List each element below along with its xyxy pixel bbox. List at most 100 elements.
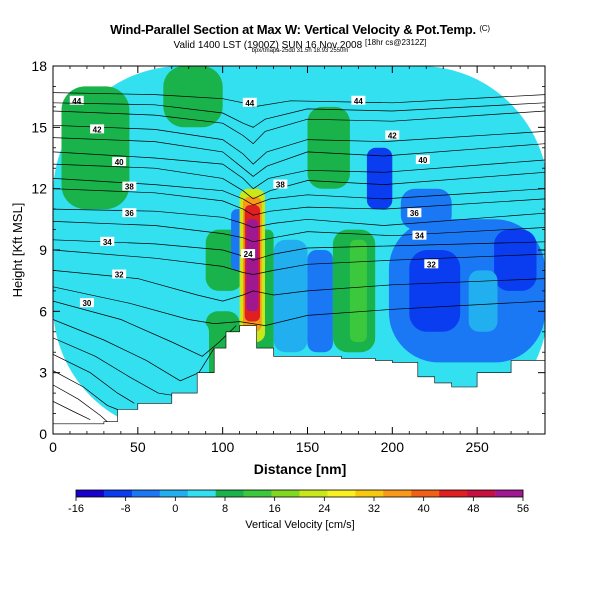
colorbar-tick-label: -16 xyxy=(68,503,84,515)
contour-label-bg xyxy=(351,95,366,105)
colorbar-swatch xyxy=(495,490,524,497)
velocity-cell xyxy=(400,188,452,230)
contour-label-bg xyxy=(122,208,137,218)
contour-label: 44 xyxy=(245,99,254,108)
velocity-cell xyxy=(307,106,350,189)
velocity-cell xyxy=(375,229,389,353)
colorbar-frame xyxy=(75,489,524,498)
contour-label-bg xyxy=(415,155,430,165)
theta-contour xyxy=(53,300,237,357)
contour-label: 40 xyxy=(115,158,124,167)
theta-contour xyxy=(53,124,545,165)
contour-label-bg xyxy=(112,269,127,279)
contour-label: 44 xyxy=(354,97,363,106)
velocity-cell xyxy=(137,362,181,404)
theta-contour xyxy=(53,337,172,396)
colorbar-swatch xyxy=(383,490,412,497)
y-tick-label: 9 xyxy=(39,242,47,258)
contour-label-bg xyxy=(412,230,427,240)
velocity-cell xyxy=(409,250,461,332)
colorbar-tick-label: 16 xyxy=(269,503,281,515)
colorbar-tick-label: 48 xyxy=(467,503,479,515)
valid-time: Valid 1400 LST (1900Z) SUN 16 Nov 2008 xyxy=(173,40,363,51)
contour-label: 42 xyxy=(93,125,102,134)
velocity-cell xyxy=(61,86,130,210)
x-tick-label: 150 xyxy=(296,439,320,455)
colorbar: -16 -8 0 8 16 24 32 40 48 56 xyxy=(68,489,529,515)
contour-label: 40 xyxy=(418,156,427,165)
velocity-cell xyxy=(468,270,498,332)
colorbar-swatch xyxy=(355,490,384,497)
theta-contour xyxy=(53,400,91,421)
contour-label-bg xyxy=(112,157,127,167)
x-tick-label: 250 xyxy=(465,439,489,455)
colorbar-tick-label: 40 xyxy=(418,503,430,515)
theta-contour xyxy=(53,188,545,216)
theta-contour xyxy=(53,286,545,326)
colorbar-swatch xyxy=(103,490,133,497)
chart-title-text: Wind-Parallel Section at Max W: Vertical… xyxy=(110,22,476,37)
y-tick-label: 18 xyxy=(31,58,47,74)
contour-label-bg xyxy=(407,208,422,218)
colorbar-tick-label: 24 xyxy=(318,503,330,515)
colorbar-swatch xyxy=(215,490,244,497)
contour-label: 32 xyxy=(115,271,124,280)
colorbar-swatch xyxy=(299,490,328,497)
theta-contour xyxy=(53,270,545,302)
colorbar-swatch xyxy=(271,490,300,497)
x-tick-label: 0 xyxy=(49,439,57,455)
velocity-cell xyxy=(246,219,259,312)
colorbar-swatch xyxy=(159,490,188,497)
velocity-cell xyxy=(349,239,367,342)
colorbar-tick-label: -8 xyxy=(121,503,131,515)
colorbar-label: Vertical Velocity [cm/s] xyxy=(245,519,354,531)
contour-label: 36 xyxy=(410,209,419,218)
colorbar-swatch xyxy=(439,490,468,497)
theta-contour xyxy=(53,319,215,382)
contour-label: 32 xyxy=(427,260,436,269)
colorbar-tick-label: 8 xyxy=(222,503,228,515)
theta-contour xyxy=(53,239,545,261)
colorbar-tick-label: 0 xyxy=(172,503,178,515)
contour-label: 38 xyxy=(276,181,285,190)
contour-label: 34 xyxy=(103,238,112,247)
contour-label-bg xyxy=(385,130,400,140)
contour-label-bg xyxy=(424,259,439,269)
x-tick-label: 100 xyxy=(211,439,235,455)
contour-label-bg xyxy=(90,124,105,134)
contour-label: 36 xyxy=(125,209,134,218)
velocity-cell xyxy=(366,147,393,210)
velocity-cell xyxy=(494,229,537,291)
copyright-mark: (C) xyxy=(479,24,490,33)
y-tick-label: 0 xyxy=(39,426,47,442)
contour-label-bg xyxy=(69,95,84,105)
theta-contour xyxy=(53,137,545,177)
colorbar-swatch xyxy=(411,490,440,497)
y-tick-label: 12 xyxy=(31,181,47,197)
theta-contour xyxy=(53,249,545,275)
potential-temperature-contours: 44 44 44 42 42 40 40 38 38 36 36 34 34 32 32 30 24 xyxy=(53,92,545,422)
contour-label-bg xyxy=(122,181,137,191)
contour-label-bg xyxy=(79,298,94,308)
contour-label: 38 xyxy=(125,183,134,192)
contour-label: 24 xyxy=(244,250,253,259)
contour-label-bg xyxy=(100,236,115,246)
velocity-cell xyxy=(222,127,260,189)
chart-title: Wind-Parallel Section at Max W: Vertical… xyxy=(0,22,600,37)
x-axis-label: Distance [nm] xyxy=(254,461,347,477)
theta-contour xyxy=(53,208,545,228)
colorbar-swatch xyxy=(327,490,356,497)
theta-contour xyxy=(53,353,135,404)
colorbar-swatch xyxy=(243,490,272,497)
terrain xyxy=(53,325,545,434)
contour-label: 42 xyxy=(388,132,397,141)
terrain-profile xyxy=(53,325,545,434)
colorbar-swatch xyxy=(131,490,161,497)
chart-subtitle-small: bpx/tmapa-25dd 31.5h 18.93 2550m xyxy=(251,48,349,54)
contour-label: 44 xyxy=(72,97,81,106)
colorbar-swatch xyxy=(76,490,105,497)
theta-contour xyxy=(53,221,545,243)
forecast-tag: [18hr cs@2312Z] xyxy=(364,38,427,47)
